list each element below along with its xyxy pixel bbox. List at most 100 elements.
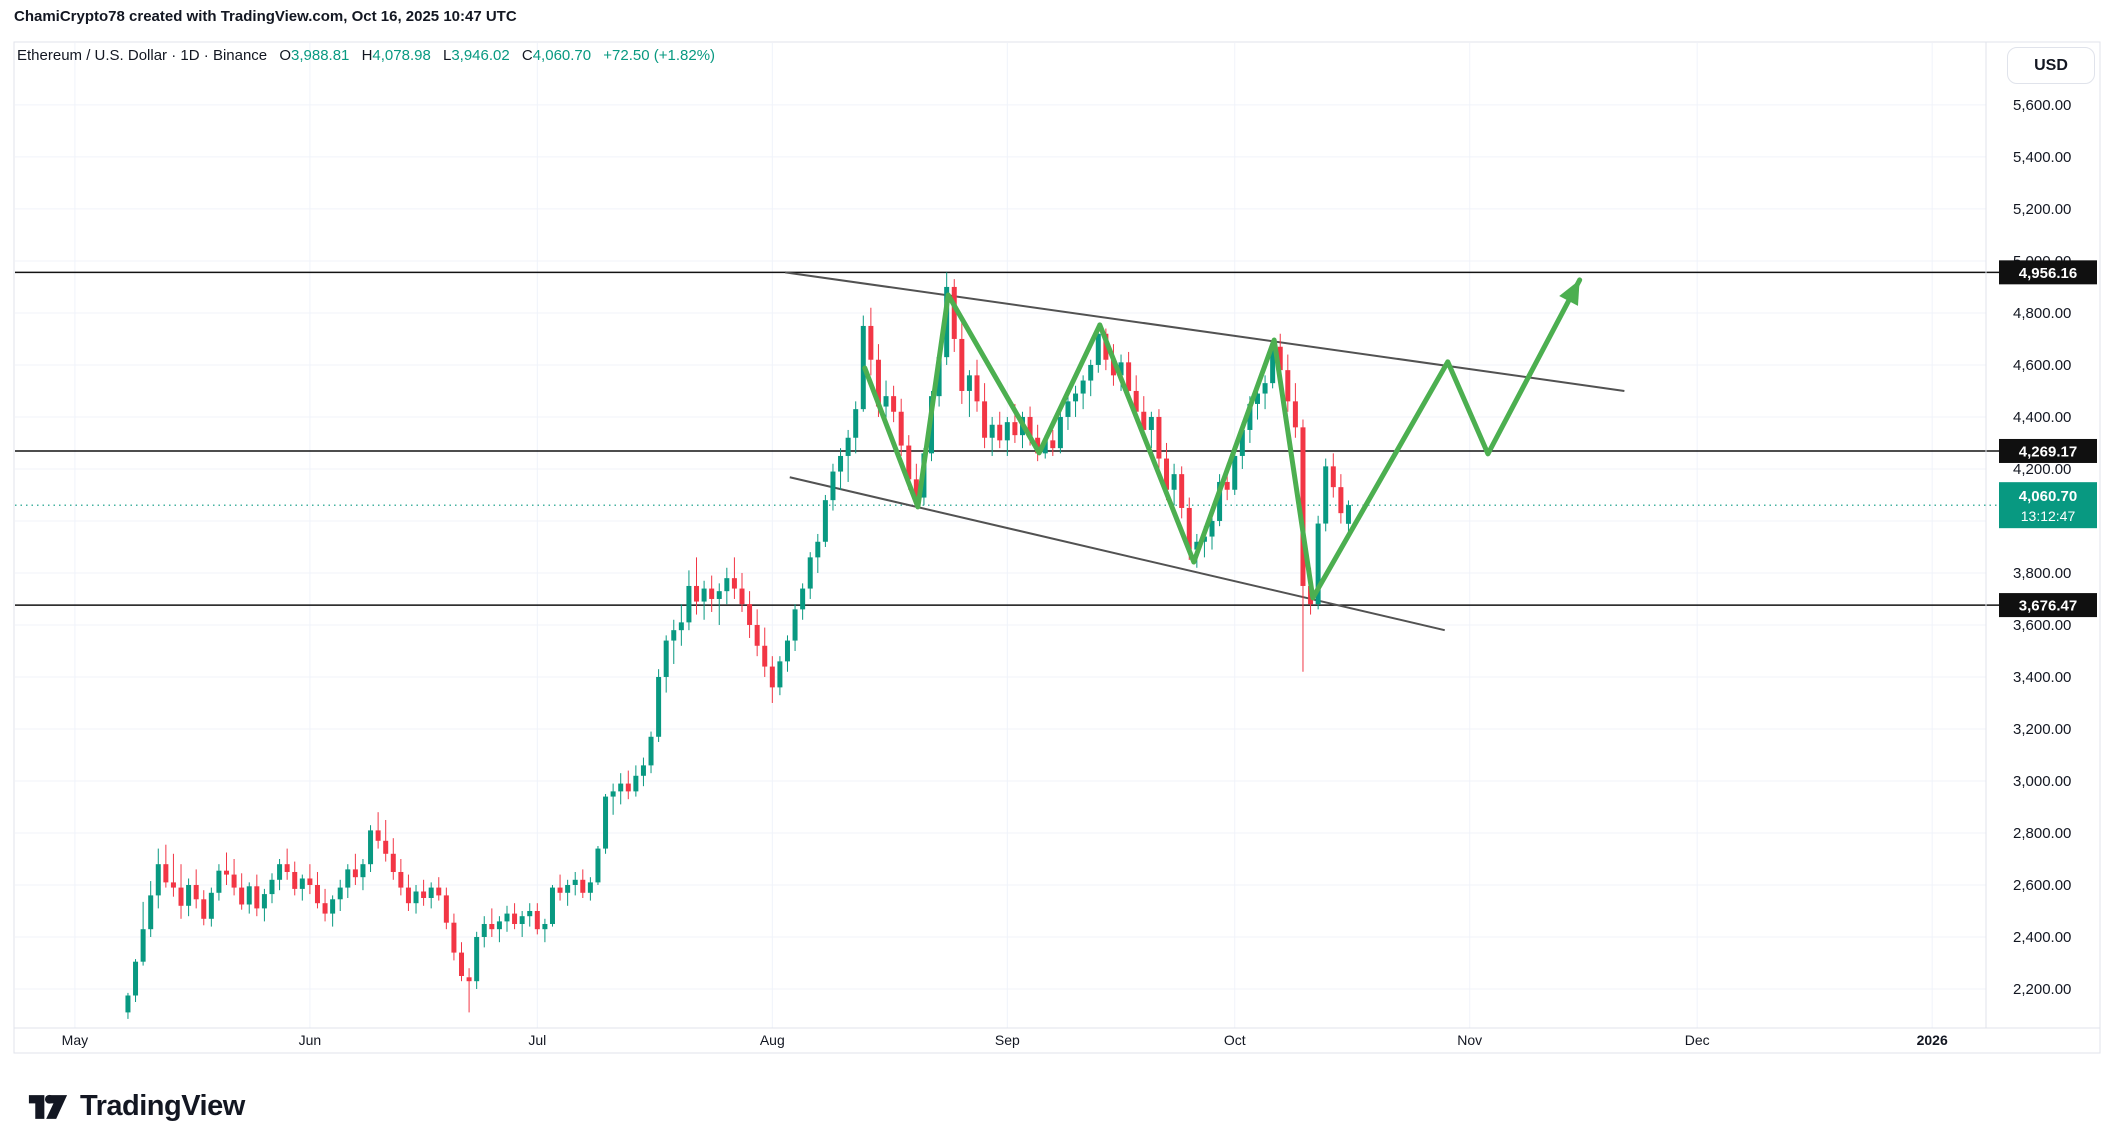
bar-countdown: 13:12:47 xyxy=(2021,508,2076,524)
candle-body xyxy=(466,977,472,982)
candle-body xyxy=(951,286,957,339)
candle-body xyxy=(413,891,419,904)
candle-body xyxy=(663,640,669,677)
projected-path-arrow[interactable] xyxy=(862,277,1583,601)
price-scale[interactable]: 2,200.00 2,400.00 2,600.00 2,800.00 3,000.00… xyxy=(2013,97,2071,998)
candle-body xyxy=(1217,481,1223,521)
price-tick-label: 5,200.00 xyxy=(2013,201,2071,218)
candle-body xyxy=(815,541,821,558)
candle-body xyxy=(580,879,586,893)
candle-body xyxy=(1277,346,1283,371)
candle-body xyxy=(277,864,283,880)
candle-body xyxy=(807,557,813,589)
candle-body xyxy=(163,864,169,883)
tradingview-wordmark: TradingView xyxy=(80,1090,245,1122)
candle-body xyxy=(125,995,131,1013)
candle-body xyxy=(133,961,139,996)
candle-body xyxy=(292,871,298,889)
price-tick-label: 2,200.00 xyxy=(2013,981,2071,998)
candle-body xyxy=(966,375,972,391)
candle-body xyxy=(148,895,154,930)
candle-body xyxy=(800,588,806,610)
candle-body xyxy=(595,848,601,883)
candle-body xyxy=(936,357,942,397)
candle-body xyxy=(1262,383,1268,394)
candle-body xyxy=(512,913,518,924)
attribution-text: ChamiCrypto78 created with TradingView.c… xyxy=(14,8,517,25)
price-tick-label: 2,800.00 xyxy=(2013,825,2071,842)
candle-body xyxy=(1345,505,1351,524)
candle-body xyxy=(1141,411,1147,430)
candle-body xyxy=(1042,440,1048,454)
candle-body xyxy=(527,910,533,917)
candle-body xyxy=(405,887,411,904)
time-tick-label: May xyxy=(62,1032,88,1048)
separator: · xyxy=(203,47,209,64)
candle-body xyxy=(1179,474,1185,508)
interval[interactable]: 1D xyxy=(180,47,200,64)
candle-body xyxy=(193,884,199,900)
candle-body xyxy=(1118,362,1124,376)
candle-body xyxy=(716,591,722,599)
candle-body xyxy=(314,884,320,904)
candle-body xyxy=(701,588,707,602)
candle-body xyxy=(1073,393,1079,402)
candle-body xyxy=(337,887,343,900)
candle-body xyxy=(269,879,275,895)
candle-body xyxy=(906,445,912,480)
svg-text:3,676.47: 3,676.47 xyxy=(2019,598,2077,615)
time-scale[interactable]: May Jun Jul Aug Sep Oct Nov Dec 2026 xyxy=(62,1032,1948,1048)
symbol-name[interactable]: Ethereum / U.S. Dollar xyxy=(17,47,168,64)
candle-body xyxy=(1050,440,1056,449)
candle-body xyxy=(375,830,381,841)
candle-body xyxy=(640,765,646,776)
candle-body xyxy=(830,471,836,501)
lower-wedge-line xyxy=(789,476,1445,632)
candle-body xyxy=(625,783,631,792)
candle-body xyxy=(671,630,677,641)
candle-body xyxy=(140,929,146,962)
candle-body xyxy=(724,578,730,592)
candle-body xyxy=(1080,380,1086,394)
candle-body xyxy=(322,903,328,914)
candle-body xyxy=(390,853,396,872)
candle-body xyxy=(1148,416,1154,430)
candle-body xyxy=(155,864,161,896)
candle-body xyxy=(284,864,290,872)
candle-body xyxy=(519,916,525,924)
candle-body xyxy=(1330,466,1336,488)
candle-body xyxy=(974,375,980,402)
candle-body xyxy=(898,411,904,446)
candle-body xyxy=(1110,359,1116,376)
current-price-label: 4,060.70 13:12:47 xyxy=(1999,482,2097,529)
projection-arrowhead xyxy=(1559,279,1580,306)
candle-body xyxy=(1065,401,1071,417)
trendlines[interactable] xyxy=(785,271,1625,632)
horizontal-level-lines[interactable] xyxy=(15,271,2001,606)
candle-body xyxy=(648,736,654,766)
svg-text:4,060.70: 4,060.70 xyxy=(2019,488,2077,505)
level-price-label: 4,956.16 xyxy=(1999,260,2097,285)
svg-text:4,269.17: 4,269.17 xyxy=(2019,443,2077,460)
candle-body xyxy=(352,869,358,878)
price-tick-label: 2,600.00 xyxy=(2013,877,2071,894)
price-tick-label: 3,600.00 xyxy=(2013,617,2071,634)
symbol-info-bar[interactable]: Ethereum / U.S. Dollar · 1D · Binance O3… xyxy=(17,47,715,64)
candle-body xyxy=(633,775,639,792)
price-tick-label: 4,600.00 xyxy=(2013,357,2071,374)
tradingview-logo[interactable]: TradingView xyxy=(28,1090,245,1123)
candle-body xyxy=(565,884,571,893)
candle-body xyxy=(1133,390,1139,412)
candle-body xyxy=(549,887,555,924)
candles-series[interactable] xyxy=(125,272,1351,1019)
candle-body xyxy=(398,871,404,888)
candle-body xyxy=(443,895,449,923)
candle-body xyxy=(383,840,389,854)
time-tick-label: Dec xyxy=(1685,1032,1710,1048)
candle-body xyxy=(1209,520,1215,537)
candle-body xyxy=(224,870,230,875)
candle-body xyxy=(853,409,859,438)
currency-toggle-button[interactable]: USD xyxy=(2007,47,2095,84)
exchange[interactable]: Binance xyxy=(212,47,268,64)
